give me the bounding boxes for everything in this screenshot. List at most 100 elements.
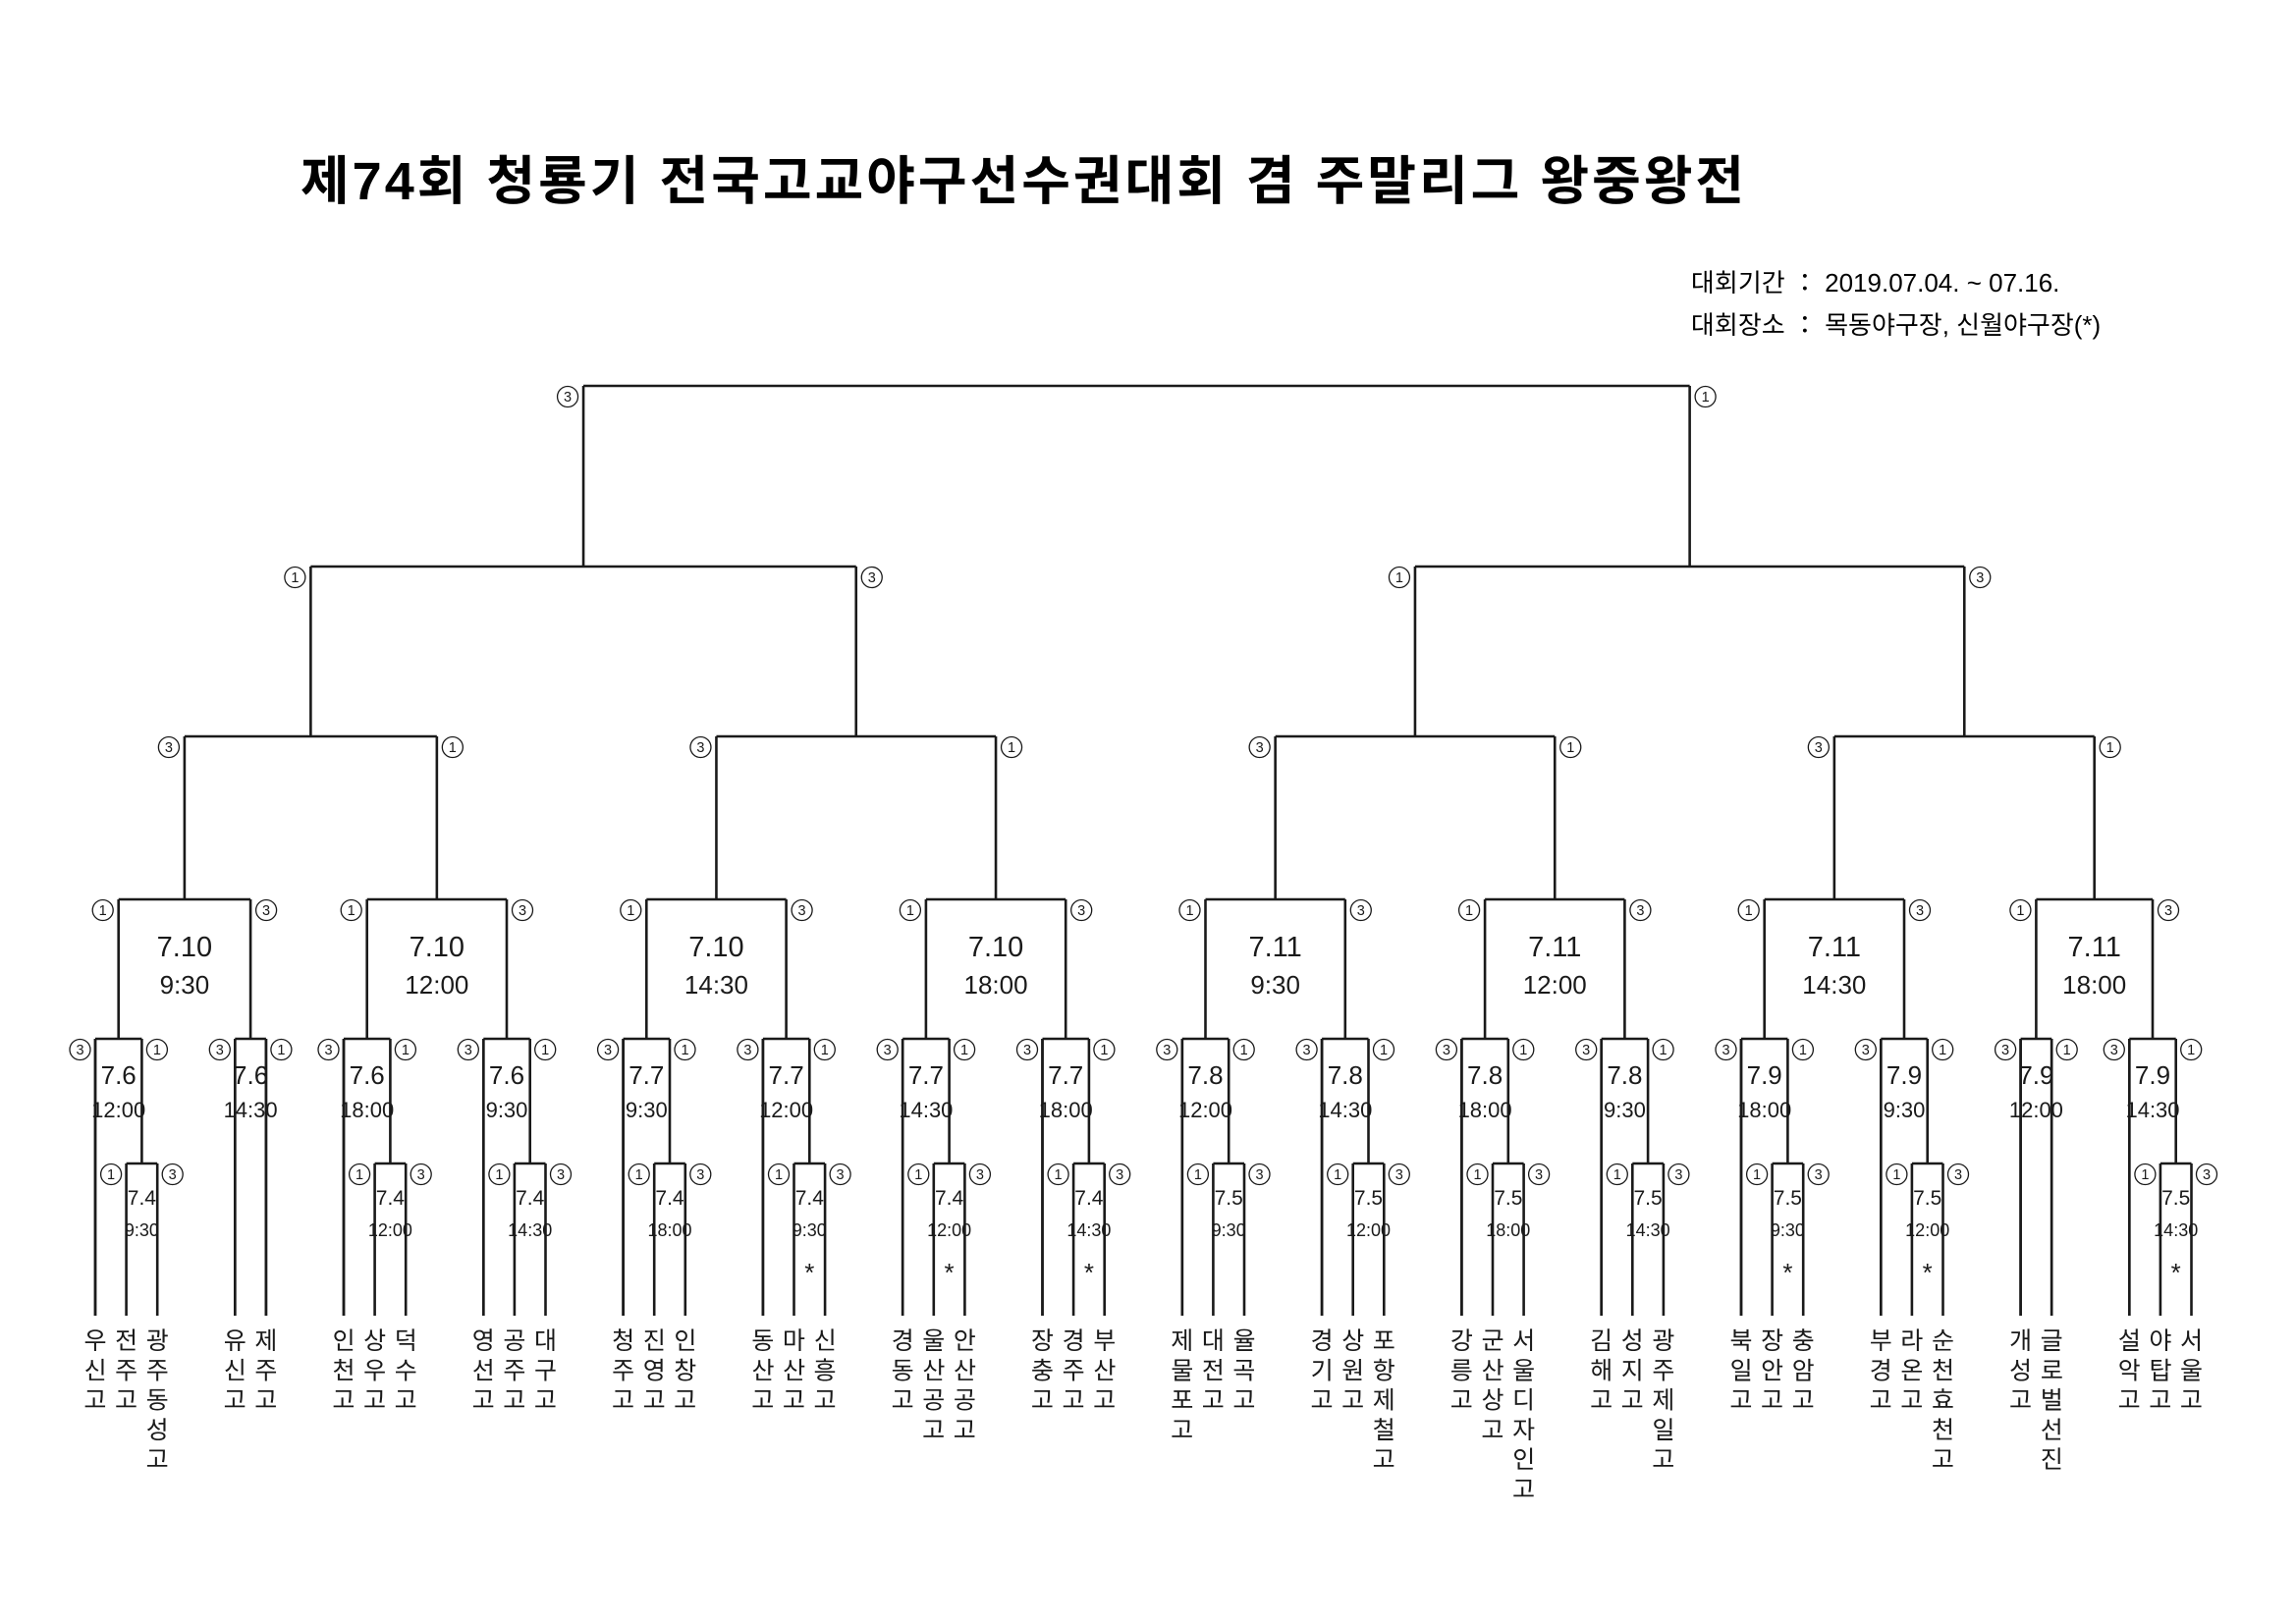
svg-text:경: 경 <box>1311 1327 1334 1355</box>
svg-text:고: 고 <box>254 1387 277 1415</box>
svg-text:고: 고 <box>1761 1387 1783 1415</box>
svg-text:곡: 곡 <box>1232 1357 1255 1384</box>
svg-text:성: 성 <box>146 1417 169 1444</box>
svg-text:포: 포 <box>1373 1327 1395 1355</box>
svg-text:7.7: 7.7 <box>629 1060 664 1090</box>
svg-text:산: 산 <box>1093 1357 1116 1384</box>
svg-text:제: 제 <box>254 1327 277 1355</box>
svg-text:3: 3 <box>2164 903 2172 919</box>
svg-text:고: 고 <box>224 1387 246 1415</box>
svg-text:1: 1 <box>775 1167 783 1183</box>
svg-text:14:30: 14:30 <box>1802 970 1866 1000</box>
svg-text:설: 설 <box>2118 1327 2141 1355</box>
svg-text:7.6: 7.6 <box>489 1060 524 1090</box>
svg-text:고: 고 <box>503 1387 525 1415</box>
svg-text:고: 고 <box>2118 1387 2141 1415</box>
svg-text:산: 산 <box>954 1357 976 1384</box>
svg-text:원: 원 <box>1341 1357 1364 1384</box>
svg-text:우: 우 <box>363 1357 386 1384</box>
svg-text:고: 고 <box>1590 1387 1613 1415</box>
svg-text:1: 1 <box>1799 1043 1807 1058</box>
svg-text:3: 3 <box>324 1043 332 1058</box>
svg-text:공: 공 <box>503 1327 525 1355</box>
svg-text:3: 3 <box>1395 1167 1403 1183</box>
svg-text:1: 1 <box>2063 1043 2071 1058</box>
svg-text:7.5: 7.5 <box>1354 1187 1383 1210</box>
svg-text:제: 제 <box>1652 1387 1674 1415</box>
svg-text:진: 진 <box>2041 1446 2063 1474</box>
svg-text:7.5: 7.5 <box>1494 1187 1522 1210</box>
svg-text:7.10: 7.10 <box>968 932 1023 963</box>
svg-text:7.8: 7.8 <box>1467 1060 1503 1090</box>
svg-text:고: 고 <box>954 1417 976 1444</box>
svg-text:9:30: 9:30 <box>1884 1098 1926 1122</box>
svg-text:고: 고 <box>395 1387 417 1415</box>
svg-text:3: 3 <box>1256 740 1264 756</box>
svg-text:18:00: 18:00 <box>1486 1220 1530 1240</box>
svg-text:18:00: 18:00 <box>1737 1098 1791 1122</box>
svg-text:고: 고 <box>1621 1387 1644 1415</box>
svg-text:1: 1 <box>627 903 634 919</box>
svg-text:3: 3 <box>1722 1043 1729 1058</box>
svg-text:3: 3 <box>1535 1167 1543 1183</box>
svg-text:고: 고 <box>1792 1387 1815 1415</box>
svg-text:대: 대 <box>1202 1327 1225 1355</box>
svg-text:고: 고 <box>2149 1387 2171 1415</box>
svg-text:1: 1 <box>107 1167 115 1183</box>
svg-text:7.7: 7.7 <box>1048 1060 1083 1090</box>
svg-text:1: 1 <box>1465 903 1473 919</box>
svg-text:1: 1 <box>449 740 457 756</box>
svg-text:1: 1 <box>821 1043 829 1058</box>
svg-text:1: 1 <box>1566 740 1574 756</box>
svg-text:7.4: 7.4 <box>516 1187 545 1210</box>
svg-text:7.5: 7.5 <box>1215 1187 1243 1210</box>
svg-text:자: 자 <box>1512 1417 1535 1444</box>
svg-text:1: 1 <box>541 1043 549 1058</box>
svg-text:18:00: 18:00 <box>964 970 1028 1000</box>
svg-text:*: * <box>2171 1258 2181 1287</box>
svg-text:고: 고 <box>643 1387 666 1415</box>
svg-text:14:30: 14:30 <box>1066 1220 1111 1240</box>
svg-text:고: 고 <box>892 1387 914 1415</box>
svg-text:9:30: 9:30 <box>1771 1220 1805 1240</box>
svg-text:7.7: 7.7 <box>769 1060 804 1090</box>
svg-text:7.8: 7.8 <box>1328 1060 1363 1090</box>
svg-text:고: 고 <box>1171 1417 1193 1444</box>
svg-text:3: 3 <box>1636 903 1644 919</box>
svg-text:3: 3 <box>696 740 704 756</box>
svg-text:개: 개 <box>2009 1327 2032 1355</box>
svg-text:7.11: 7.11 <box>1528 932 1581 963</box>
svg-text:7.6: 7.6 <box>101 1060 137 1090</box>
svg-text:9:30: 9:30 <box>1604 1098 1646 1122</box>
svg-text:주: 주 <box>1063 1357 1085 1384</box>
svg-text:3: 3 <box>519 903 526 919</box>
svg-text:고: 고 <box>783 1387 805 1415</box>
svg-text:수: 수 <box>395 1357 417 1384</box>
svg-text:고: 고 <box>1031 1387 1054 1415</box>
svg-text:기: 기 <box>1311 1357 1334 1384</box>
svg-text:1: 1 <box>1100 1043 1108 1058</box>
svg-text:주: 주 <box>146 1357 169 1384</box>
svg-text:지: 지 <box>1621 1357 1644 1384</box>
svg-text:고: 고 <box>1232 1387 1255 1415</box>
svg-text:7.9: 7.9 <box>1886 1060 1922 1090</box>
svg-text:7.4: 7.4 <box>1074 1187 1104 1210</box>
svg-text:고: 고 <box>922 1417 945 1444</box>
svg-text:7.6: 7.6 <box>350 1060 385 1090</box>
svg-text:7.10: 7.10 <box>157 932 212 963</box>
svg-text:신: 신 <box>224 1357 246 1384</box>
svg-text:3: 3 <box>1357 903 1365 919</box>
svg-text:신: 신 <box>814 1327 837 1355</box>
svg-text:12:00: 12:00 <box>1523 970 1587 1000</box>
svg-text:광: 광 <box>1652 1327 1674 1355</box>
svg-text:1: 1 <box>635 1167 643 1183</box>
svg-text:동: 동 <box>751 1327 774 1355</box>
svg-text:18:00: 18:00 <box>647 1220 691 1240</box>
svg-text:*: * <box>1084 1258 1094 1287</box>
svg-text:주: 주 <box>115 1357 137 1384</box>
svg-text:3: 3 <box>1674 1167 1682 1183</box>
svg-text:고: 고 <box>1202 1387 1225 1415</box>
svg-text:3: 3 <box>1815 740 1823 756</box>
svg-text:인: 인 <box>1512 1446 1535 1474</box>
svg-text:1: 1 <box>1008 740 1015 756</box>
